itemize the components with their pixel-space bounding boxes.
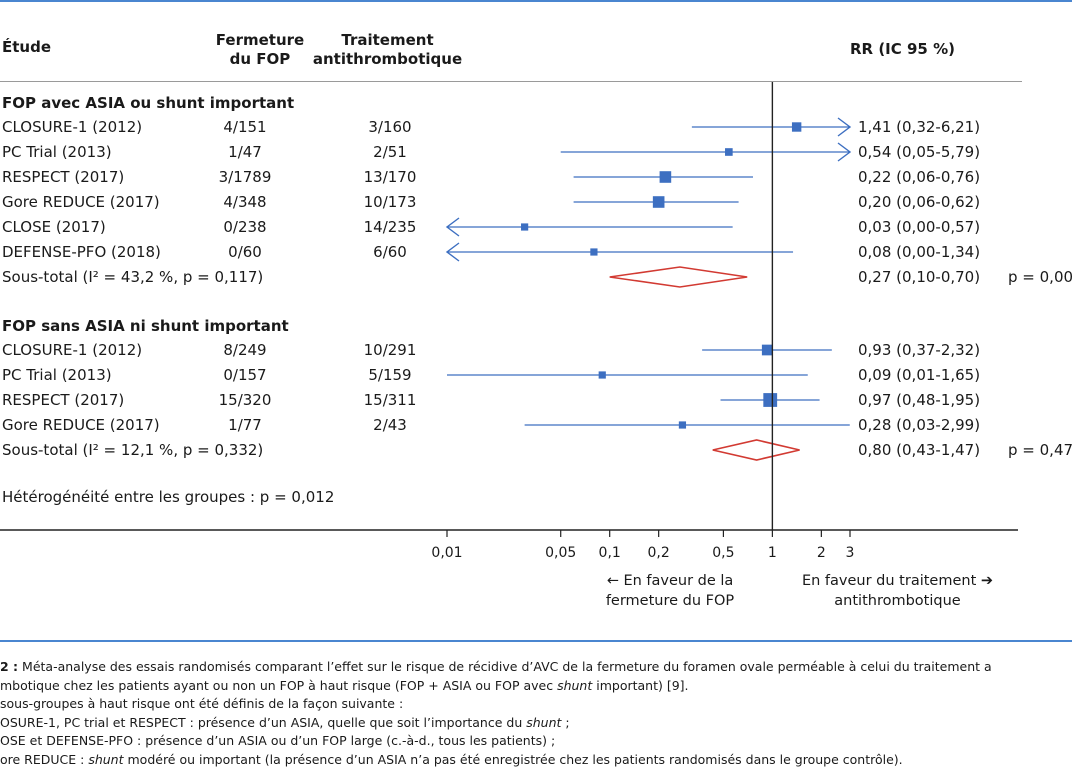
closure-events: 0/238 (223, 218, 267, 236)
point-estimate (763, 393, 778, 407)
figure-caption: 2 : Méta-analyse des essais randomisés c… (0, 658, 1072, 769)
rr-value: 0,28 (0,03-2,99) (858, 416, 981, 434)
closure-events: 0/157 (223, 366, 267, 384)
group-title: FOP sans ASIA ni shunt important (2, 317, 289, 335)
closure-events: 1/47 (228, 143, 262, 161)
closure-events: 1/77 (228, 416, 262, 434)
subtotal-label: Sous-total (I² = 12,1 %, p = 0,332) (2, 441, 264, 459)
closure-events: 4/348 (223, 193, 267, 211)
study-name: DEFENSE-PFO (2018) (2, 243, 161, 261)
caption-line-6: ore REDUCE : shunt modéré ou important (… (0, 751, 903, 767)
caption-line-3: sous-groupes à haut risque ont été défin… (0, 696, 404, 711)
x-tick-label: 3 (846, 545, 855, 561)
study-name: PC Trial (2013) (2, 366, 112, 384)
closure-events: 3/1789 (218, 168, 272, 186)
subtotal-p: p = 0,47 (1008, 441, 1072, 459)
group-title: FOP avec ASIA ou shunt important (2, 94, 295, 112)
antithrombotic-events: 3/160 (368, 118, 412, 136)
subtotal-diamond (712, 439, 800, 461)
bottom-rule (0, 640, 1072, 642)
rr-value: 0,03 (0,00-0,57) (858, 218, 981, 236)
ci-arrow-left (445, 217, 460, 237)
point-estimate (725, 148, 733, 156)
antithrombotic-events: 5/159 (368, 366, 412, 384)
antithrombotic-events: 14/235 (363, 218, 417, 236)
antithrombotic-events: 10/291 (363, 341, 417, 359)
antithrombotic-events: 2/51 (373, 143, 407, 161)
point-estimate (590, 248, 598, 256)
subtotal-label: Sous-total (I² = 43,2 %, p = 0,117) (2, 268, 264, 286)
x-tick-label: 0,1 (599, 545, 621, 561)
top-rule (0, 0, 1072, 2)
antithrombotic-events: 6/60 (373, 243, 407, 261)
point-estimate (791, 122, 802, 132)
closure-events: 8/249 (223, 341, 267, 359)
x-tick-label: 1 (768, 545, 777, 561)
ci-arrow-right (837, 117, 852, 137)
subtotal-rr: 0,80 (0,43-1,47) (858, 441, 981, 459)
caption-line-2: mbotique chez les patients ayant ou non … (0, 677, 689, 693)
header-divider (0, 81, 1022, 82)
point-estimate (659, 171, 672, 183)
closure-events: 4/151 (223, 118, 267, 136)
antithrombotic-events: 10/173 (363, 193, 417, 211)
x-tick-label: 0,2 (648, 545, 670, 561)
point-estimate (678, 421, 687, 429)
header-rr: RR (IC 95 %) (850, 40, 955, 58)
header-study: Étude (2, 38, 52, 56)
study-name: RESPECT (2017) (2, 168, 125, 186)
point-estimate (652, 196, 665, 208)
x-tick-label: 0,05 (545, 545, 576, 561)
point-estimate (761, 344, 773, 356)
study-name: CLOSURE-1 (2012) (2, 118, 143, 136)
ci-arrow-right (837, 142, 852, 162)
subtotal-p: p = 0,007 (1008, 268, 1072, 286)
closure-events: 15/320 (218, 391, 272, 409)
rr-value: 0,08 (0,00-1,34) (858, 243, 981, 261)
forest-plot: 0,01 0,05 0,1 0,2 0,5 1 2 3 (0, 82, 1018, 561)
x-tick-label: 0,01 (431, 545, 462, 561)
rr-value: 0,20 (0,06-0,62) (858, 193, 981, 211)
x-tick-label: 0,5 (712, 545, 734, 561)
subtotal-diamond (609, 266, 748, 288)
rr-value: 0,54 (0,05-5,79) (858, 143, 981, 161)
heterogeneity-text: Hétérogénéité entre les groupes : p = 0,… (2, 488, 335, 506)
study-name: CLOSURE-1 (2012) (2, 341, 143, 359)
study-name: CLOSE (2017) (2, 218, 106, 236)
caption-line-4: OSURE-1, PC trial et RESPECT : présence … (0, 714, 570, 730)
rr-value: 1,41 (0,32-6,21) (858, 118, 981, 136)
favor-antithrombotic-label: En faveur du traitement ➔ antithrombotiq… (801, 573, 994, 609)
antithrombotic-events: 2/43 (373, 416, 407, 434)
x-tick-label: 2 (817, 545, 826, 561)
caption-line-1: 2 : Méta-analyse des essais randomisés c… (0, 659, 992, 674)
favor-closure-label: ← En faveur de la fermeture du FOP (605, 573, 735, 609)
study-name: Gore REDUCE (2017) (2, 416, 160, 434)
caption-line-5: OSE et DEFENSE-PFO : présence d’un ASIA … (0, 733, 556, 748)
rr-value: 0,09 (0,01-1,65) (858, 366, 981, 384)
closure-events: 0/60 (228, 243, 262, 261)
study-name: Gore REDUCE (2017) (2, 193, 160, 211)
subtotal-rr: 0,27 (0,10-0,70) (858, 268, 981, 286)
rr-value: 0,93 (0,37-2,32) (858, 341, 981, 359)
point-estimate (598, 371, 606, 379)
antithrombotic-events: 13/170 (363, 168, 417, 186)
header-antithrombotic: Traitement antithrombotique (312, 31, 463, 68)
antithrombotic-events: 15/311 (363, 391, 417, 409)
rr-value: 0,97 (0,48-1,95) (858, 391, 981, 409)
ci-arrow-left (445, 242, 460, 262)
study-name: PC Trial (2013) (2, 143, 112, 161)
point-estimate (521, 223, 529, 231)
header-closure: Fermeture du FOP (215, 31, 305, 68)
study-name: RESPECT (2017) (2, 391, 125, 409)
rr-value: 0,22 (0,06-0,76) (858, 168, 981, 186)
